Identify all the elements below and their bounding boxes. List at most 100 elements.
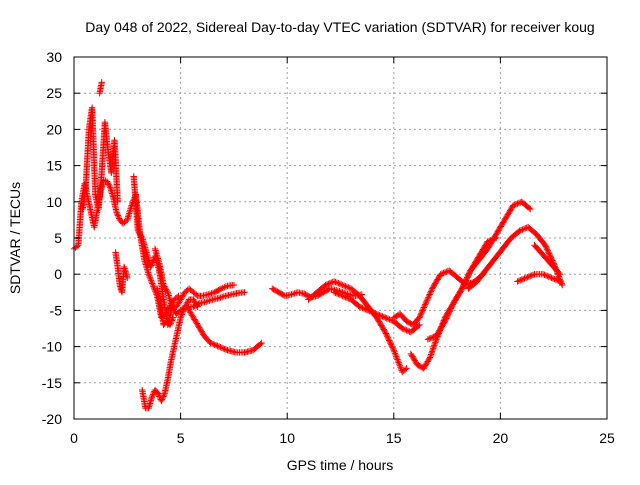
data-point-marker — [418, 310, 425, 317]
data-point-marker — [208, 290, 215, 297]
data-point-marker — [336, 280, 343, 288]
data-point-marker — [338, 281, 345, 288]
data-point-marker — [392, 351, 399, 359]
series-arc-3 — [96, 79, 105, 97]
data-point-marker — [326, 280, 334, 287]
data-point-marker — [191, 316, 198, 323]
data-point-marker — [426, 354, 434, 361]
data-point-marker — [383, 315, 390, 322]
data-point-marker — [420, 304, 428, 311]
data-point-marker — [206, 297, 213, 304]
data-point-marker — [220, 293, 227, 300]
data-point-marker — [440, 319, 448, 326]
data-point-marker — [390, 347, 397, 354]
data-point-marker — [542, 272, 550, 279]
data-point-marker — [363, 306, 370, 313]
data-point-marker — [447, 306, 454, 314]
data-point-marker — [464, 272, 472, 280]
data-point-marker — [124, 274, 131, 282]
data-point-marker — [525, 273, 533, 280]
y-tick-label: -15 — [42, 375, 62, 391]
data-point-marker — [387, 341, 395, 348]
data-point-marker — [426, 291, 433, 298]
data-point-marker — [190, 314, 197, 322]
data-point-marker — [438, 270, 446, 277]
data-point-marker — [428, 349, 435, 357]
data-point-marker — [555, 277, 562, 285]
data-point-marker — [448, 304, 455, 311]
data-point-marker — [147, 275, 154, 283]
data-point-marker — [524, 274, 531, 281]
data-point-marker — [211, 341, 218, 348]
data-point-marker — [448, 302, 456, 310]
data-point-marker — [372, 310, 379, 317]
data-point-marker — [462, 278, 469, 285]
data-point-marker — [431, 342, 438, 349]
data-point-marker — [188, 312, 196, 319]
data-point-marker — [430, 345, 437, 352]
data-point-marker — [446, 308, 453, 315]
data-point-marker — [106, 182, 113, 190]
data-point-marker — [401, 326, 409, 333]
data-point-marker — [158, 396, 166, 403]
data-point-marker — [386, 316, 393, 323]
data-point-marker — [388, 342, 396, 350]
data-point-marker — [148, 260, 156, 268]
data-point-marker — [416, 314, 423, 321]
data-point-marker — [545, 250, 553, 257]
data-point-marker — [333, 290, 341, 297]
data-point-marker — [230, 281, 238, 289]
data-point-marker — [541, 242, 549, 249]
data-point-marker — [147, 277, 155, 284]
data-point-marker — [219, 284, 226, 292]
series-arc-4 — [112, 249, 131, 296]
data-point-marker — [208, 340, 216, 347]
data-point-marker — [195, 323, 202, 330]
data-point-marker — [217, 285, 225, 292]
data-point-marker — [198, 328, 205, 335]
data-point-marker — [241, 289, 248, 296]
data-point-marker — [216, 286, 224, 293]
data-point-marker — [449, 301, 457, 308]
data-point-marker — [460, 282, 467, 290]
data-point-marker — [342, 293, 349, 301]
data-point-marker — [401, 366, 409, 373]
data-point-marker — [384, 334, 392, 341]
data-point-marker — [445, 311, 452, 318]
data-point-marker — [382, 314, 389, 321]
data-point-marker — [440, 269, 447, 277]
data-point-marker — [408, 351, 415, 359]
data-point-marker — [342, 283, 349, 290]
data-point-marker — [424, 295, 431, 303]
y-tick-label: 20 — [46, 121, 62, 137]
data-point-marker — [194, 321, 201, 329]
data-point-marker — [418, 308, 426, 316]
data-points — [70, 79, 566, 412]
data-point-marker — [407, 350, 415, 358]
data-point-marker — [543, 246, 551, 253]
data-point-marker — [519, 275, 527, 283]
data-point-marker — [544, 272, 551, 280]
data-point-marker — [345, 284, 352, 291]
x-tick-label: 10 — [279, 430, 295, 446]
data-point-marker — [419, 307, 426, 314]
data-point-marker — [196, 325, 204, 333]
data-point-marker — [443, 315, 450, 322]
data-point-marker — [373, 310, 380, 318]
axis-ticks: 0 5 10 15 20 25 -20 -15 -10 -5 0 5 10 15 20 25 30 — [42, 49, 615, 446]
data-point-marker — [379, 313, 386, 320]
series-arc-15 — [424, 198, 534, 343]
data-point-marker — [367, 308, 375, 315]
data-point-marker — [199, 329, 206, 337]
data-point-marker — [189, 313, 197, 320]
data-point-marker — [424, 358, 431, 365]
data-point-marker — [427, 351, 435, 358]
data-point-marker — [514, 200, 521, 207]
data-point-marker — [549, 275, 557, 282]
data-point-marker — [428, 286, 435, 294]
data-point-marker — [149, 391, 157, 398]
data-point-marker — [425, 356, 432, 364]
data-point-marker — [554, 277, 561, 284]
data-point-marker — [381, 327, 388, 335]
series-arc-8 — [139, 296, 201, 412]
